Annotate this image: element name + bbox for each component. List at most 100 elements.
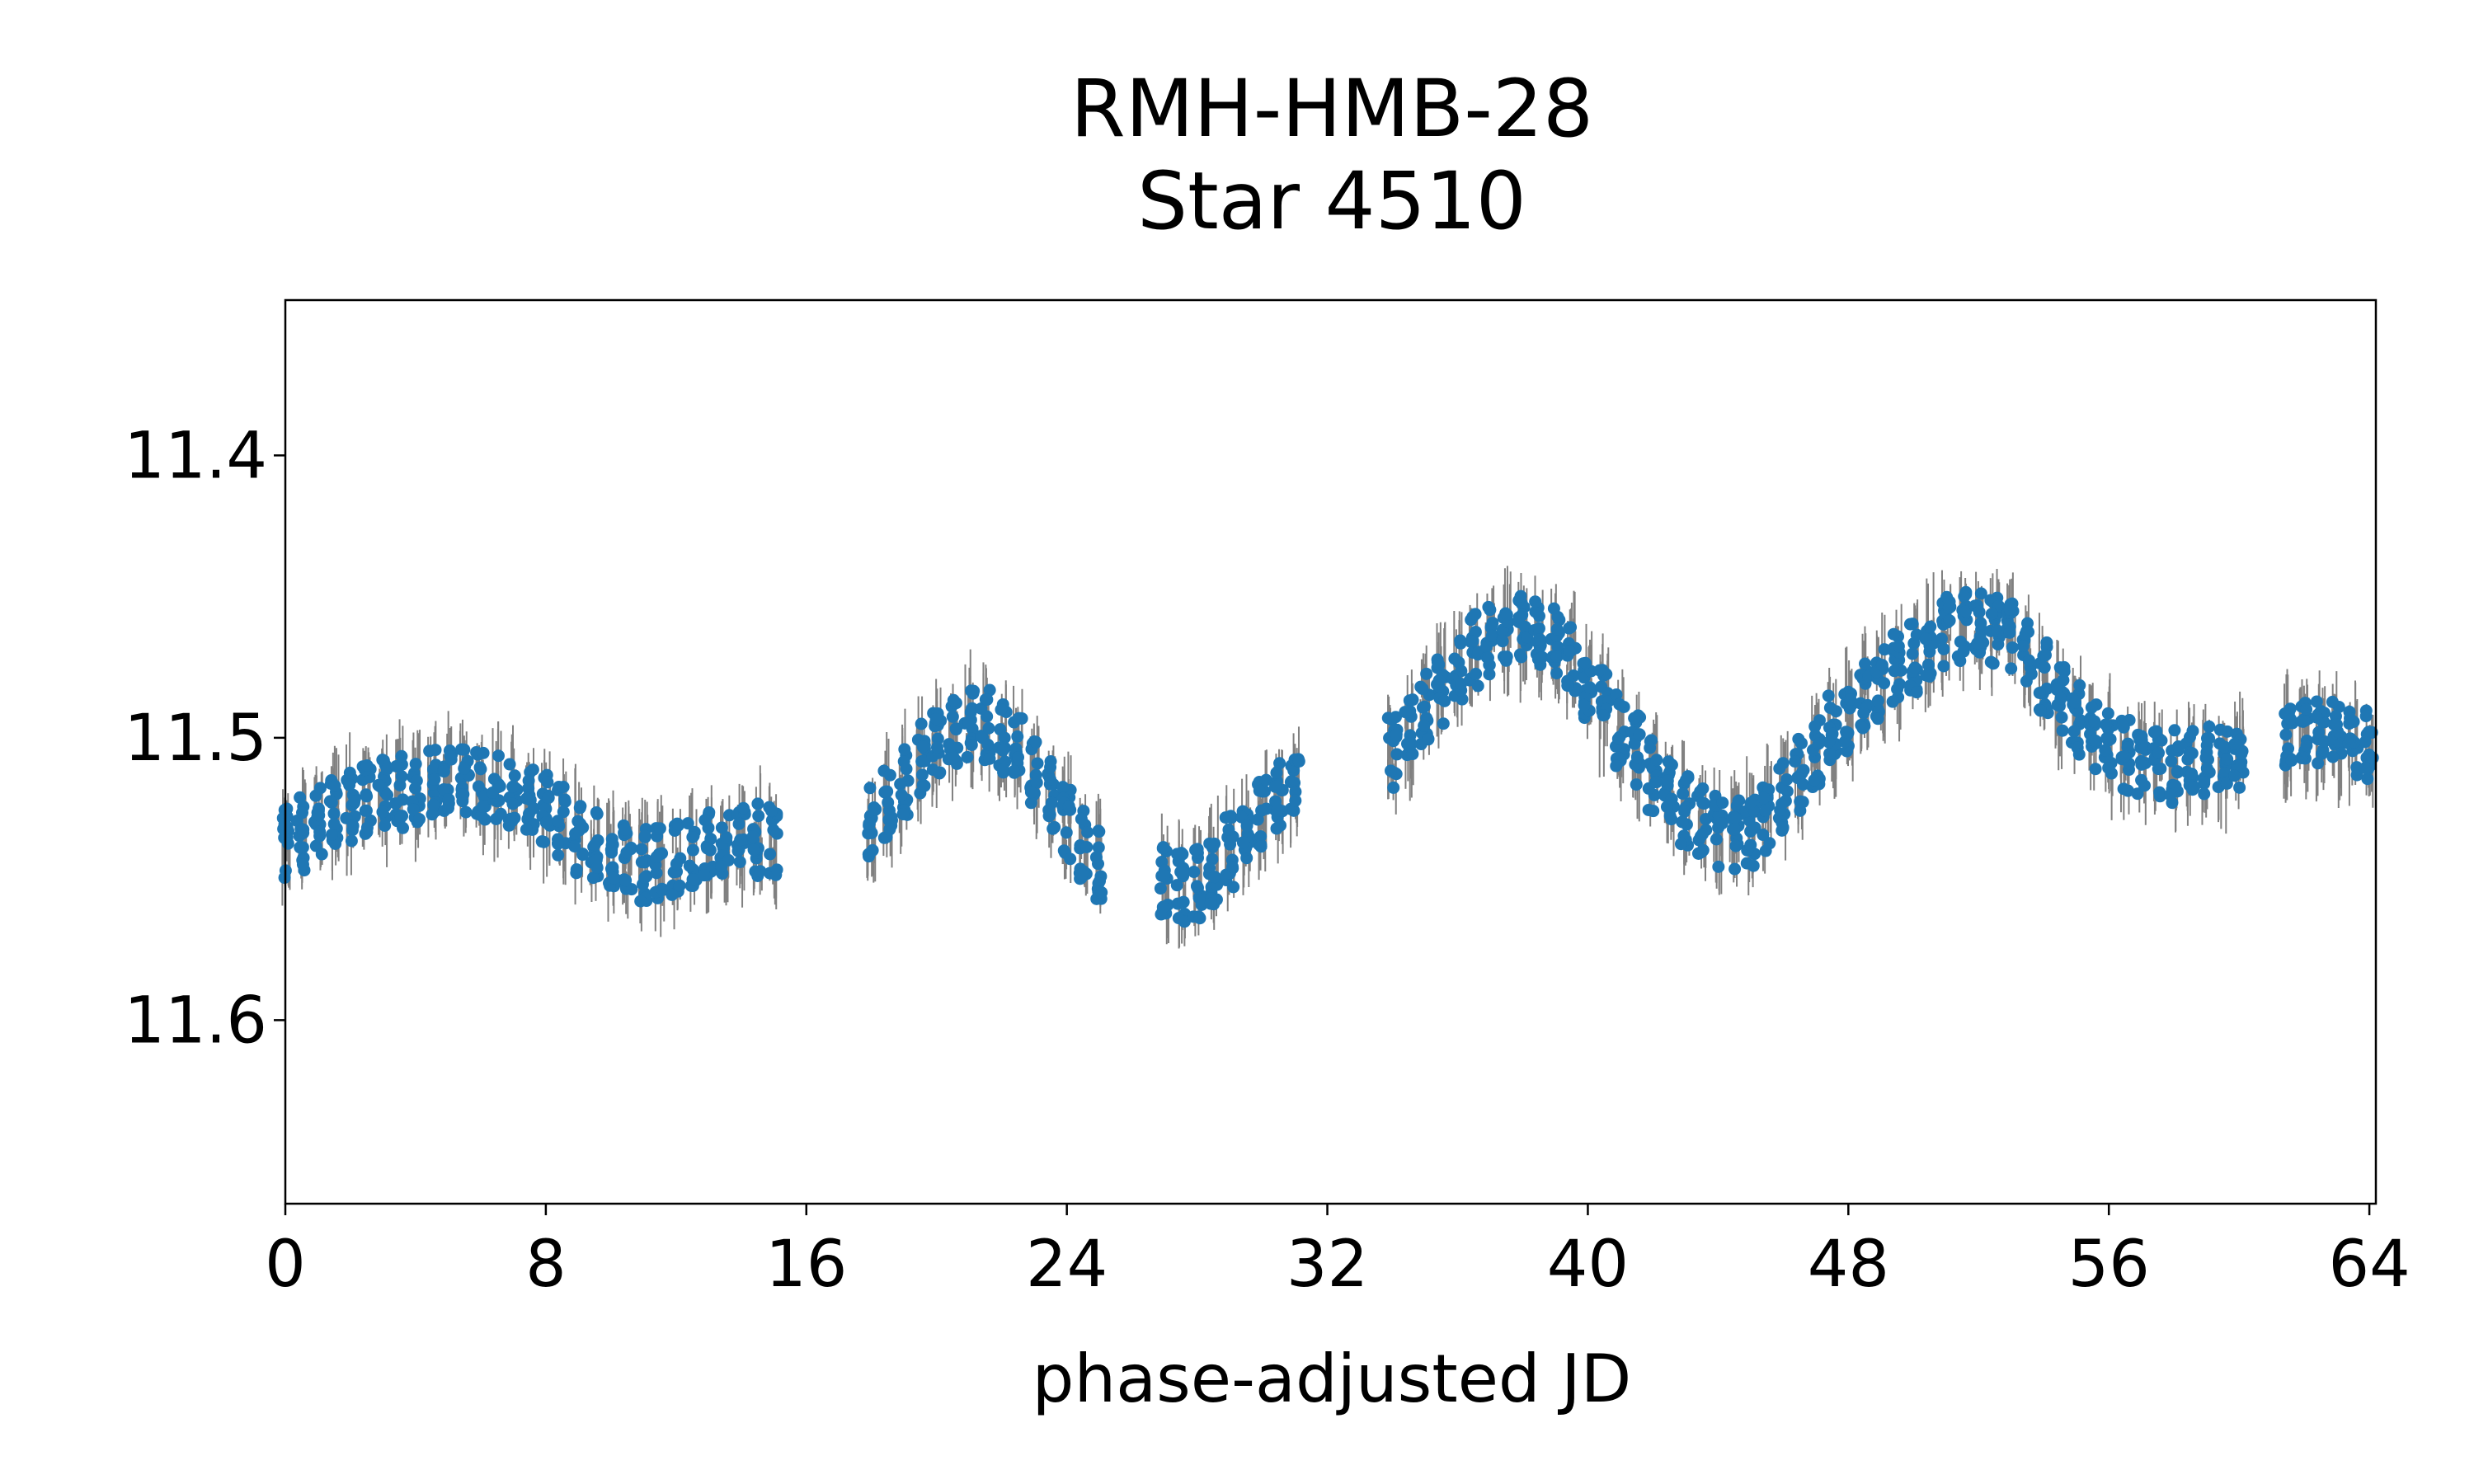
data-point bbox=[1253, 784, 1266, 797]
data-point bbox=[1958, 589, 1971, 603]
data-point bbox=[754, 865, 767, 878]
data-point bbox=[395, 749, 408, 763]
data-point bbox=[965, 739, 978, 752]
data-point bbox=[1796, 777, 1809, 791]
data-point bbox=[1204, 897, 1217, 910]
data-point bbox=[619, 874, 633, 887]
data-point bbox=[542, 791, 555, 805]
plot-area-frame bbox=[284, 298, 2378, 1205]
data-point bbox=[1840, 726, 1853, 739]
data-point bbox=[1940, 590, 1954, 603]
data-point bbox=[1844, 693, 1857, 707]
data-point bbox=[1255, 804, 1268, 817]
data-point bbox=[1823, 702, 1837, 715]
data-point bbox=[997, 763, 1010, 776]
data-point bbox=[1157, 868, 1170, 881]
data-point bbox=[1500, 608, 1513, 622]
data-point bbox=[1406, 693, 1419, 707]
data-point bbox=[2118, 750, 2131, 763]
data-point bbox=[2168, 724, 2181, 737]
data-point bbox=[1888, 665, 1901, 678]
data-point bbox=[996, 744, 1009, 757]
data-point bbox=[281, 837, 294, 850]
data-point bbox=[576, 848, 590, 862]
data-point bbox=[1875, 659, 1888, 672]
data-point bbox=[539, 816, 553, 829]
chart-title-line-2: Star 4510 bbox=[1137, 155, 1526, 247]
data-point bbox=[1611, 732, 1625, 745]
data-point bbox=[2057, 674, 2070, 687]
data-point bbox=[1610, 759, 1623, 773]
data-point bbox=[1630, 778, 1643, 791]
data-point bbox=[1974, 617, 1987, 630]
data-point bbox=[458, 762, 471, 775]
data-point bbox=[1878, 643, 1891, 656]
data-point bbox=[590, 861, 604, 874]
data-point bbox=[2100, 718, 2113, 731]
data-point bbox=[2085, 701, 2098, 714]
data-point bbox=[1156, 900, 1169, 913]
data-point bbox=[656, 882, 669, 895]
data-point bbox=[1031, 757, 1044, 770]
data-point bbox=[2221, 753, 2234, 766]
data-point bbox=[635, 843, 648, 856]
data-point bbox=[1259, 773, 1272, 787]
data-point bbox=[1822, 689, 1835, 702]
data-point bbox=[1642, 803, 1655, 816]
x-tick-label: 32 bbox=[1286, 1228, 1368, 1302]
data-point bbox=[1226, 860, 1239, 873]
data-point bbox=[1024, 796, 1037, 810]
data-point bbox=[508, 769, 521, 782]
data-point bbox=[477, 800, 490, 813]
data-point bbox=[2200, 732, 2213, 745]
data-point bbox=[746, 830, 760, 843]
data-point bbox=[376, 805, 389, 819]
data-point bbox=[1550, 667, 1564, 680]
data-point bbox=[1550, 622, 1564, 636]
data-point bbox=[638, 829, 651, 843]
data-point bbox=[1957, 645, 1970, 658]
data-point bbox=[1089, 851, 1103, 864]
data-point bbox=[381, 788, 394, 801]
data-point bbox=[1045, 796, 1058, 810]
data-point bbox=[1892, 640, 1905, 653]
data-point bbox=[2022, 654, 2035, 667]
data-point bbox=[397, 821, 410, 834]
data-point bbox=[1012, 750, 1025, 763]
data-point bbox=[1095, 885, 1108, 899]
data-point bbox=[412, 813, 426, 826]
data-point bbox=[1481, 651, 1494, 665]
data-point bbox=[1763, 837, 1776, 850]
data-point bbox=[1060, 826, 1073, 839]
data-point bbox=[1628, 737, 1641, 750]
data-point bbox=[2171, 765, 2184, 778]
data-point bbox=[492, 749, 505, 763]
data-point bbox=[638, 871, 651, 884]
data-point bbox=[1011, 730, 1024, 743]
data-point bbox=[1064, 852, 1077, 866]
data-point bbox=[2300, 702, 2313, 716]
data-point bbox=[1563, 622, 1576, 635]
data-point bbox=[896, 808, 910, 821]
data-point bbox=[1389, 711, 1402, 724]
errorbar-layer bbox=[281, 566, 2374, 949]
data-point bbox=[1878, 677, 1891, 690]
data-point bbox=[2318, 735, 2331, 748]
data-point bbox=[1776, 821, 1790, 834]
data-point bbox=[981, 710, 994, 723]
data-point bbox=[1910, 686, 1923, 699]
data-point bbox=[1268, 780, 1282, 793]
data-point bbox=[1056, 781, 1070, 794]
data-point bbox=[2056, 724, 2069, 737]
data-point bbox=[1680, 773, 1693, 787]
data-point bbox=[1794, 736, 1808, 749]
data-point bbox=[1075, 812, 1088, 825]
x-axis-ticks: 0 8 16 24 32 40 48 56 64 bbox=[265, 1204, 2411, 1302]
data-point bbox=[1665, 792, 1678, 805]
data-point bbox=[883, 823, 896, 836]
data-point bbox=[2116, 718, 2129, 731]
data-point bbox=[520, 823, 533, 836]
data-point bbox=[2155, 734, 2168, 747]
data-point bbox=[573, 801, 586, 815]
data-point bbox=[1466, 635, 1479, 648]
